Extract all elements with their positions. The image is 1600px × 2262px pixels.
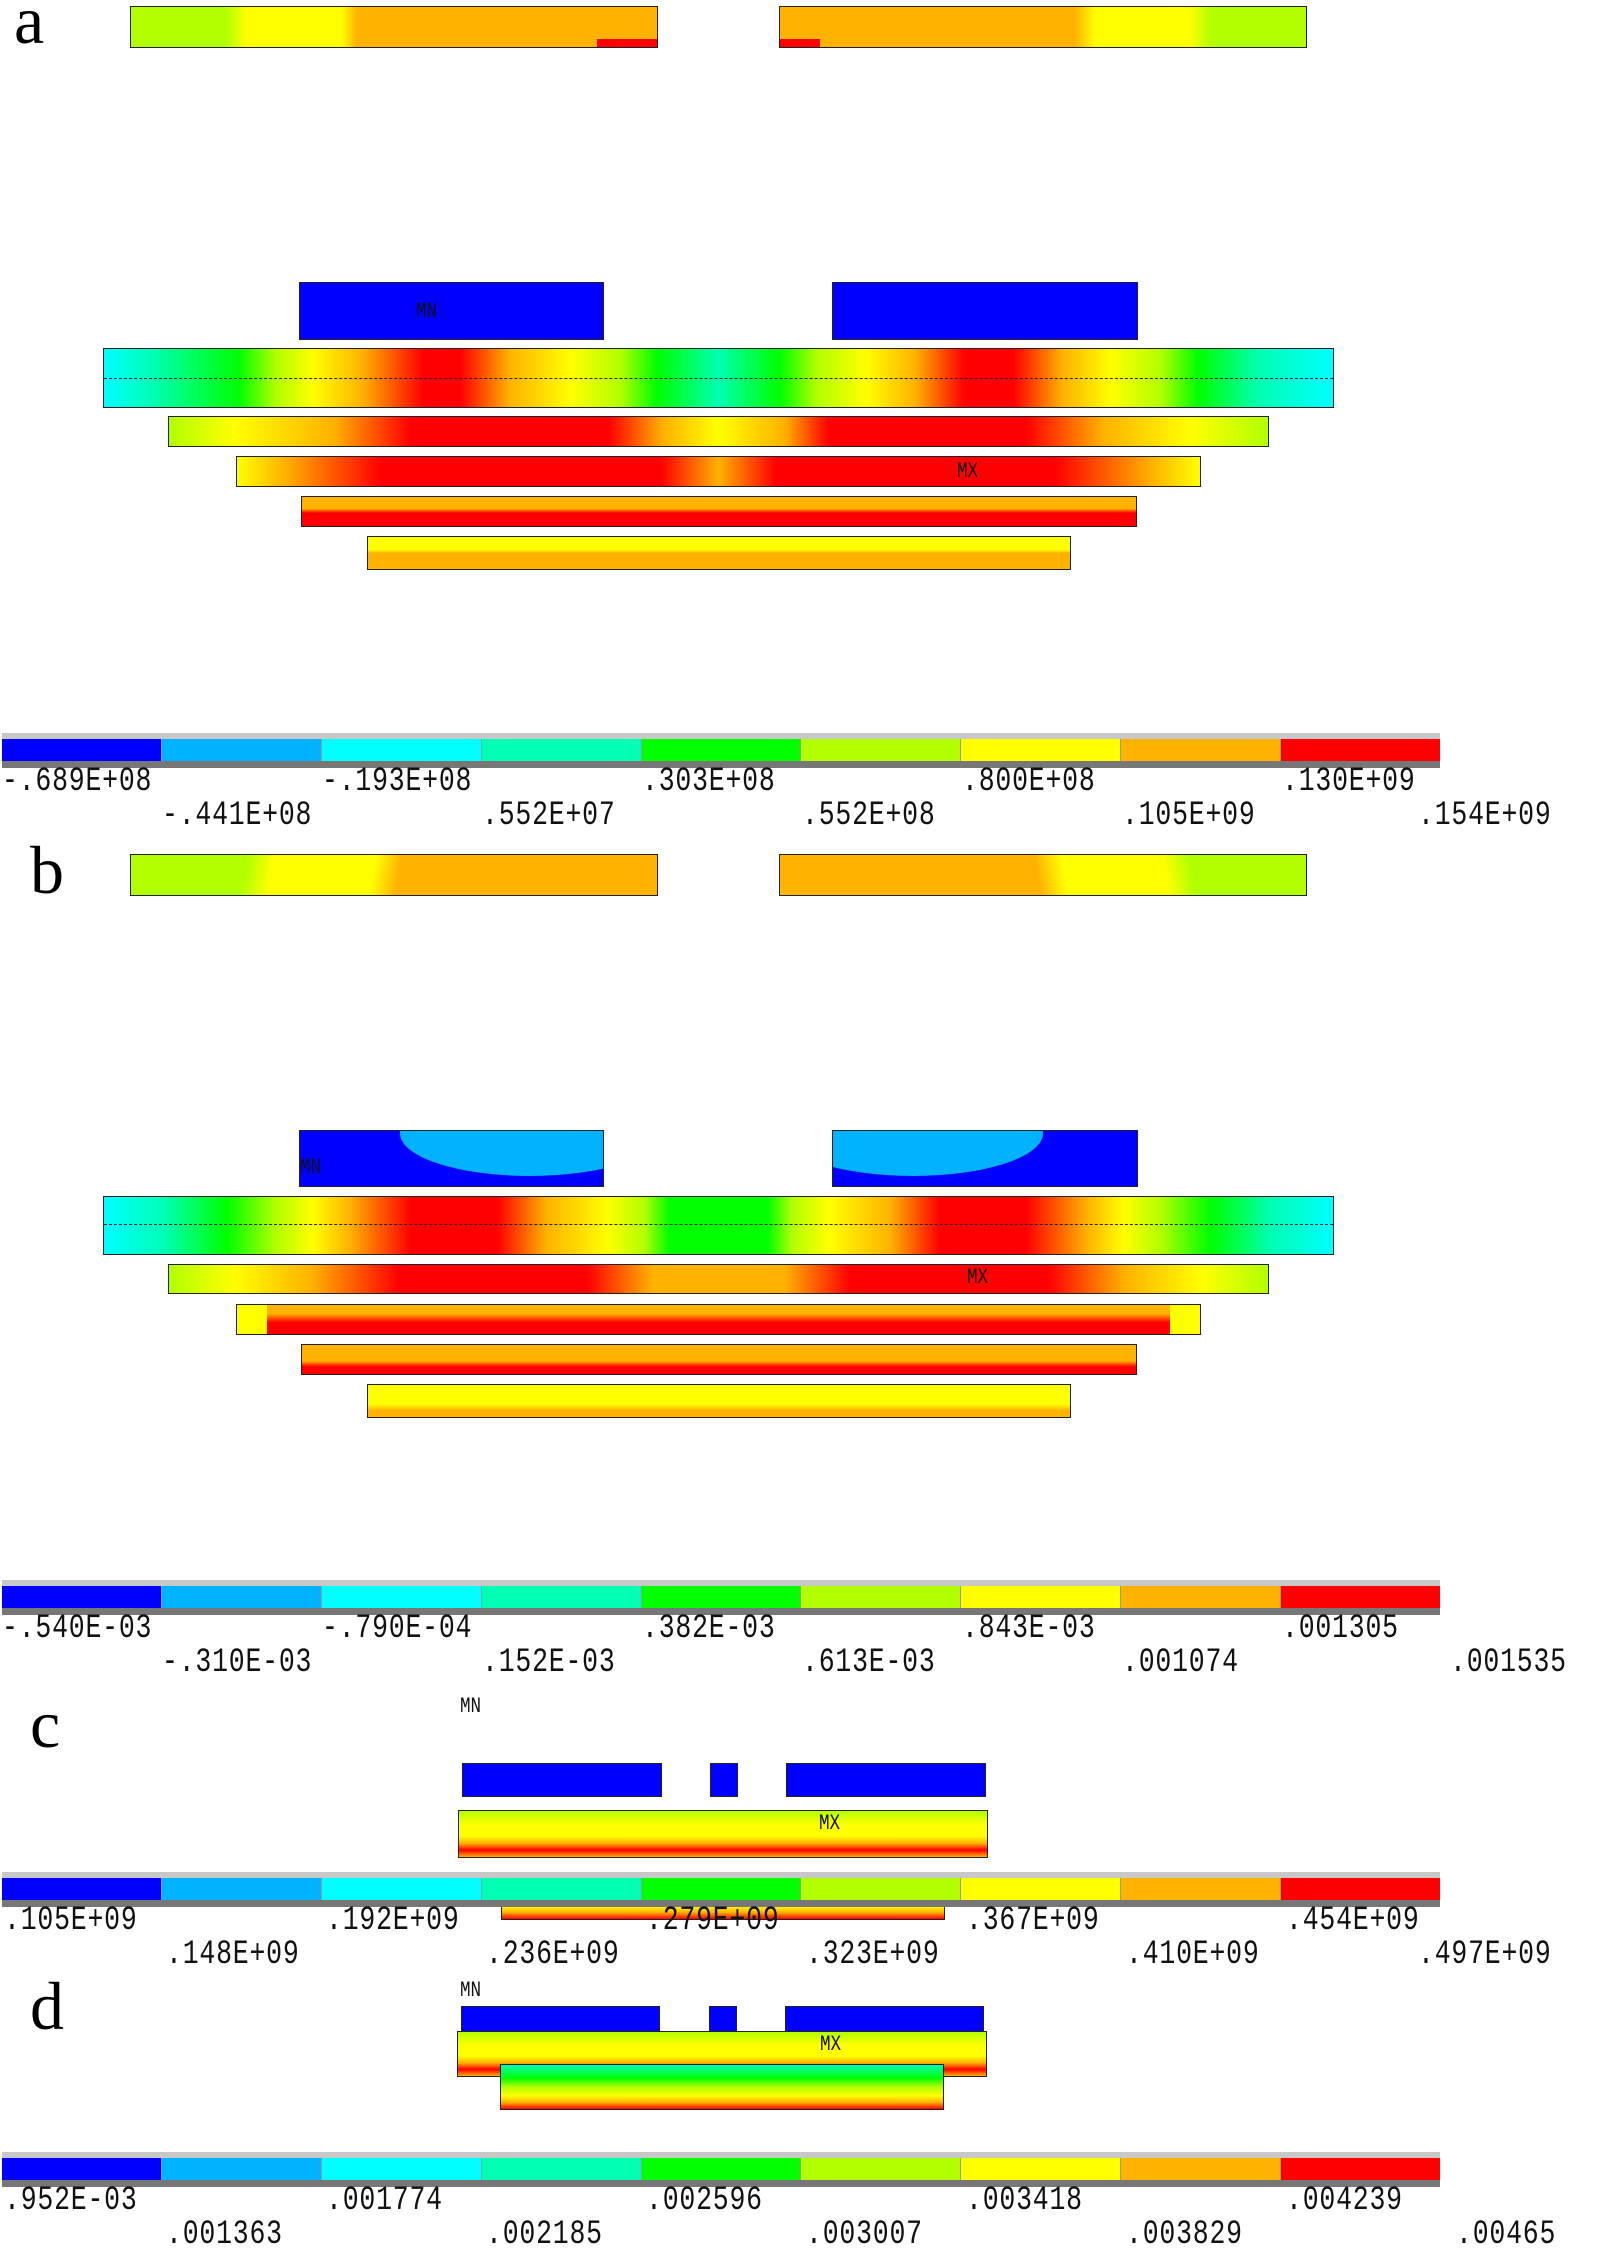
tick-label: .552E+08 bbox=[802, 797, 936, 835]
panel-label: c bbox=[30, 1686, 61, 1762]
tick-label: .105E+09 bbox=[4, 1902, 138, 1940]
colorbar-b bbox=[2, 1580, 1441, 1615]
colorbar-d bbox=[2, 2152, 1441, 2187]
min-marker: MN bbox=[460, 1978, 482, 2003]
beam-layer-2 bbox=[168, 416, 1269, 447]
tick-label: .002185 bbox=[486, 2216, 603, 2254]
tick-label: -.193E+08 bbox=[322, 763, 473, 801]
tick-label: .382E-03 bbox=[642, 1610, 776, 1648]
beam-layer-1 bbox=[103, 1196, 1334, 1255]
tick-label: .497E+09 bbox=[1418, 1936, 1552, 1974]
tick-label: .410E+09 bbox=[1126, 1936, 1260, 1974]
beam-layer-5 bbox=[367, 1384, 1071, 1418]
max-marker: MX bbox=[957, 459, 979, 484]
tick-label: .367E+09 bbox=[966, 1902, 1100, 1940]
tick-label: .613E-03 bbox=[802, 1644, 936, 1682]
max-marker: MX bbox=[819, 1811, 841, 1836]
tick-label: .001305 bbox=[1282, 1610, 1399, 1648]
top-slab-right bbox=[779, 6, 1307, 48]
beam-layer-2: MX bbox=[168, 1264, 1269, 1294]
tick-label: .001774 bbox=[326, 2182, 443, 2220]
tick-label: .843E-03 bbox=[962, 1610, 1096, 1648]
tick-label: .152E-03 bbox=[482, 1644, 616, 1682]
tick-label: .003007 bbox=[806, 2216, 923, 2254]
tick-label: .004239 bbox=[1286, 2182, 1403, 2220]
min-marker: MN bbox=[300, 1155, 322, 1180]
tick-label: -.441E+08 bbox=[162, 797, 313, 835]
beam-layer-3 bbox=[236, 1304, 1201, 1335]
beam-layer-3: MX bbox=[236, 456, 1201, 487]
colorbar-a bbox=[2, 733, 1441, 768]
top-slab-left bbox=[130, 6, 658, 48]
tick-label: .001535 bbox=[1450, 1644, 1567, 1682]
tick-label: .236E+09 bbox=[486, 1936, 620, 1974]
tick-label: .279E+09 bbox=[646, 1902, 780, 1940]
colorbar-b-labels: -.540E-03 -.310E-03 -.790E-04 .152E-03 .… bbox=[0, 1610, 1600, 1690]
panel-label: a bbox=[14, 0, 45, 58]
beam-layer-5 bbox=[367, 536, 1071, 570]
min-marker: MN bbox=[460, 1694, 482, 1719]
tick-label: -.540E-03 bbox=[2, 1610, 153, 1648]
load-block-left bbox=[462, 1763, 662, 1797]
tick-label: .001363 bbox=[166, 2216, 283, 2254]
load-block-left: MN bbox=[299, 282, 604, 340]
max-marker: MX bbox=[820, 2032, 842, 2057]
colorbar-c bbox=[2, 1872, 1441, 1907]
tick-label: -.310E-03 bbox=[162, 1644, 313, 1682]
top-slab-right bbox=[779, 854, 1307, 896]
tick-label: .003829 bbox=[1126, 2216, 1243, 2254]
beam-layer-1: MX bbox=[458, 1810, 988, 1858]
tick-label: .323E+09 bbox=[806, 1936, 940, 1974]
tick-label: -.689E+08 bbox=[2, 763, 153, 801]
tick-label: .192E+09 bbox=[326, 1902, 460, 1940]
load-block-middle bbox=[710, 1763, 738, 1797]
beam-layer-1 bbox=[103, 348, 1334, 408]
tick-label: .454E+09 bbox=[1286, 1902, 1420, 1940]
tick-label: -.790E-04 bbox=[322, 1610, 473, 1648]
beam-layer-4 bbox=[301, 1344, 1137, 1375]
tick-label: .552E+07 bbox=[482, 797, 616, 835]
top-slab-left bbox=[130, 854, 658, 896]
beam-layer-4 bbox=[301, 496, 1137, 527]
tick-label: .00465 bbox=[1456, 2216, 1557, 2254]
beam-layer-2 bbox=[500, 2064, 944, 2110]
tick-label: .303E+08 bbox=[642, 763, 776, 801]
load-block-left: MN bbox=[299, 1130, 604, 1187]
panel-label: d bbox=[30, 1968, 64, 2044]
load-block-right bbox=[832, 1130, 1138, 1187]
colorbar-c-labels: .105E+09 .148E+09 .192E+09 .236E+09 .279… bbox=[0, 1902, 1600, 1982]
tick-label: .154E+09 bbox=[1418, 797, 1552, 835]
load-block-right bbox=[786, 1763, 986, 1797]
tick-label: .002596 bbox=[646, 2182, 763, 2220]
tick-label: .148E+09 bbox=[166, 1936, 300, 1974]
max-marker: MX bbox=[967, 1265, 989, 1290]
tick-label: .130E+09 bbox=[1282, 763, 1416, 801]
tick-label: .952E-03 bbox=[4, 2182, 138, 2220]
tick-label: .003418 bbox=[966, 2182, 1083, 2220]
min-marker: MN bbox=[416, 299, 438, 324]
load-block-right bbox=[832, 282, 1138, 340]
tick-label: .105E+09 bbox=[1122, 797, 1256, 835]
tick-label: .800E+08 bbox=[962, 763, 1096, 801]
colorbar-a-labels: -.689E+08 -.441E+08 -.193E+08 .552E+07 .… bbox=[0, 763, 1600, 843]
panel-label: b bbox=[30, 832, 64, 908]
tick-label: .001074 bbox=[1122, 1644, 1239, 1682]
colorbar-d-labels: .952E-03 .001363 .001774 .002185 .002596… bbox=[0, 2182, 1600, 2262]
